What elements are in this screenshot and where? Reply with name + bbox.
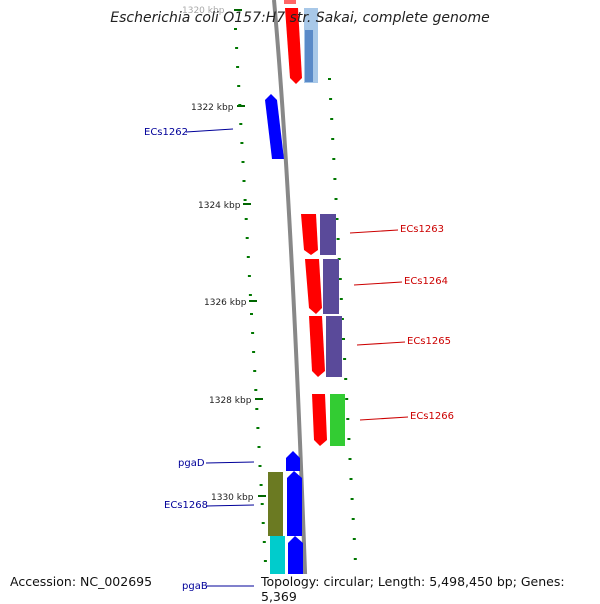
gc-inner-dot — [251, 332, 255, 334]
gc-inner-dot — [255, 408, 259, 410]
gc-inner-dot — [244, 218, 248, 220]
tick-label-1324: 1324 kbp — [198, 201, 241, 211]
gc-outer-dot — [353, 558, 357, 560]
gc-inner-dot — [261, 522, 265, 524]
tick-group: 1320 kbp 1322 kbp 1324 kbp 1326 kbp 1328… — [182, 6, 266, 503]
cds-reverse-ECs1265[interactable] — [309, 316, 325, 377]
leader-ECs1265 — [356, 341, 406, 346]
leader-ECs1264 — [353, 281, 403, 286]
gc-outer-dot — [345, 398, 349, 400]
tick-label-1328: 1328 kbp — [209, 396, 252, 406]
cog-ECs1263 — [320, 214, 336, 255]
gc-outer-dot — [344, 378, 348, 380]
gc-inner-dot — [263, 560, 267, 562]
gc-inner-dot — [250, 313, 253, 315]
gc-inner-dot — [235, 47, 239, 49]
gc-outer-dot — [334, 198, 338, 200]
gc-inner-dot — [243, 199, 247, 201]
gc-inner-dot — [252, 351, 256, 353]
gc-outer-dot — [347, 438, 351, 440]
gene-label-ECs1264[interactable]: ECs1264 — [404, 276, 448, 287]
cds-forward-ECs1262[interactable] — [265, 94, 284, 159]
gene-label-pgaB[interactable]: pgaB — [182, 581, 208, 592]
gc-outer-dot — [346, 418, 350, 420]
gc-inner-dot — [246, 256, 250, 258]
accession-text: Accession: NC_002695 — [8, 574, 155, 589]
cog-ECs1265 — [326, 316, 342, 377]
gc-outer-dot — [349, 478, 353, 480]
gc-outer-dot — [330, 118, 334, 120]
gc-inner-dot — [257, 446, 261, 448]
gene-label-ECs1268[interactable]: ECs1268 — [164, 500, 208, 511]
gc-outer-dot — [352, 538, 356, 540]
gc-outer-dot — [343, 358, 347, 360]
gene-label-ECs1263[interactable]: ECs1263 — [400, 224, 444, 235]
gc-outer-dot — [339, 298, 343, 300]
gc-outer-dot — [338, 278, 342, 280]
gc-inner-dot — [256, 427, 260, 429]
cds-forward-ECs1268[interactable] — [287, 471, 302, 536]
gc-inner-dot — [238, 104, 242, 106]
gc-outer-dot — [332, 158, 336, 160]
leader-pgaD — [205, 461, 255, 464]
leader-ECs1263 — [349, 229, 399, 234]
gc-inner-dot — [247, 275, 251, 277]
tick-label-1326: 1326 kbp — [204, 298, 247, 308]
cds-reverse-top[interactable] — [285, 8, 302, 84]
gc-inner-dot — [245, 237, 249, 239]
cds-reverse-ECs1264[interactable] — [305, 259, 322, 314]
gc-inner-dot — [242, 180, 246, 182]
gc-inner-dot — [253, 370, 257, 372]
gene-label-ECs1265[interactable]: ECs1265 — [407, 336, 451, 347]
tick-label-1320: 1320 kbp — [182, 6, 225, 16]
gc-outer-dot — [328, 78, 331, 80]
gene-label-ECs1266[interactable]: ECs1266 — [410, 411, 454, 422]
gc-outer-dot — [333, 178, 337, 180]
gc-inner-dot — [236, 66, 240, 68]
gc-inner-dot — [234, 28, 237, 30]
gc-outer-dot — [342, 338, 345, 340]
gc-inner-dot — [254, 389, 258, 391]
gc-inner-dot — [258, 465, 262, 467]
gene-label-pgaD[interactable]: pgaD — [178, 458, 205, 469]
gc-outer-dot — [335, 218, 339, 220]
gc-inner-dot — [241, 161, 245, 163]
cds-reverse-ECs1263[interactable] — [301, 214, 318, 255]
gc-outer-dot — [337, 258, 341, 260]
gc-outer-dot — [329, 98, 333, 100]
gc-outer-dot — [351, 518, 355, 520]
gc-outer-dot — [331, 138, 335, 140]
gc-inner-dot — [237, 85, 241, 87]
gc-inner-dot — [240, 142, 244, 144]
tick-label-1322: 1322 kbp — [191, 103, 234, 113]
gc-inner-dot — [262, 541, 266, 543]
topology-text: Topology: circular; Length: 5,498,450 bp… — [259, 574, 600, 604]
leader-ECs1262 — [185, 128, 234, 133]
cds-reverse-ECs1266[interactable] — [312, 394, 327, 446]
cog-top-steelblue — [305, 30, 313, 82]
cog-ECs1264 — [323, 259, 339, 314]
cog-ECs1268 — [268, 472, 283, 536]
gc-inner-dot — [239, 123, 243, 125]
cds-forward-top[interactable] — [284, 0, 296, 4]
gc-outer-dot — [336, 238, 340, 240]
page-title: Escherichia coli O157:H7 str. Sakai, com… — [110, 10, 490, 26]
leader-ECs1266 — [359, 416, 409, 421]
cog-ECs1266 — [330, 394, 345, 446]
cds-forward-pgaD[interactable] — [286, 451, 300, 471]
gc-skew-inner-track — [234, 28, 269, 600]
gc-outer-dot — [348, 458, 352, 460]
gc-outer-dot — [350, 498, 354, 500]
tick-label-1330: 1330 kbp — [211, 493, 254, 503]
gc-inner-dot — [260, 503, 264, 505]
gc-inner-dot — [248, 294, 252, 296]
gc-outer-dot — [340, 318, 344, 320]
gc-inner-dot — [259, 484, 263, 486]
leader-ECs1268 — [205, 504, 255, 507]
gene-label-ECs1262[interactable]: ECs1262 — [144, 127, 188, 138]
